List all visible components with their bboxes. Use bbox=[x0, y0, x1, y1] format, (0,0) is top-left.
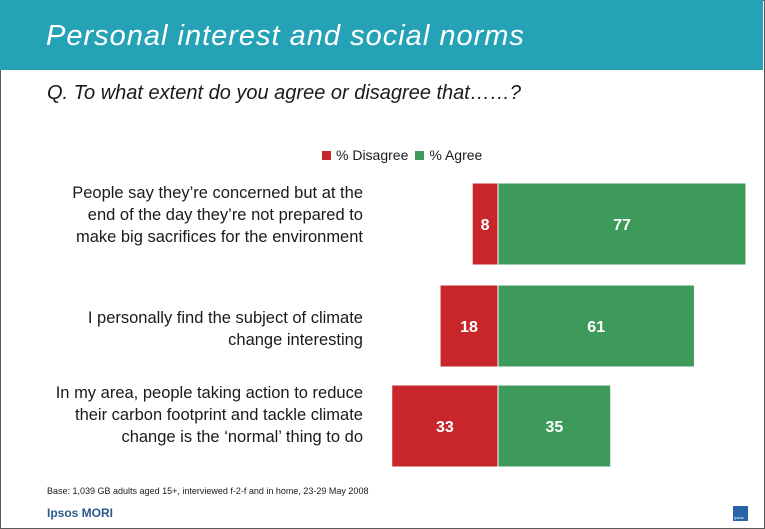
bar-disagree-3 bbox=[391, 384, 499, 468]
legend-label-disagree: % Disagree bbox=[336, 147, 409, 163]
slide-title: Personal interest and social norms bbox=[46, 20, 525, 52]
data-label-agree-2: 61 bbox=[587, 319, 605, 336]
base-footnote: Base: 1,039 GB adults aged 15+, intervie… bbox=[47, 486, 369, 496]
data-label-disagree-1: 8 bbox=[481, 217, 490, 234]
legend-swatch-agree bbox=[415, 150, 425, 160]
legend-label-agree: % Agree bbox=[429, 147, 483, 163]
bar-agree-2 bbox=[497, 284, 695, 368]
data-label-agree-1: 77 bbox=[613, 217, 631, 234]
bar-agree-1 bbox=[497, 182, 747, 266]
chart-legend: % Disagree % Agree bbox=[322, 147, 489, 163]
statement-1: People say they’re concerned but at the … bbox=[72, 184, 363, 246]
legend-item-agree: % Agree bbox=[415, 147, 482, 163]
ipsos-logo-text: Ipsos bbox=[734, 515, 744, 520]
bar-agree-3 bbox=[497, 384, 612, 468]
data-label-disagree-3: 33 bbox=[436, 419, 454, 436]
statement-2: I personally find the subject of climate… bbox=[87, 309, 363, 349]
brand-logo-text: Ipsos MORI bbox=[47, 506, 114, 520]
legend-swatch-disagree bbox=[322, 150, 331, 160]
statement-3: In my area, people taking action to redu… bbox=[55, 384, 363, 446]
legend-item-disagree: % Disagree bbox=[322, 147, 408, 163]
title-bar: Personal interest and social norms bbox=[0, 0, 763, 70]
bar-disagree-1 bbox=[471, 182, 499, 266]
data-label-agree-3: 35 bbox=[545, 419, 563, 436]
data-label-disagree-2: 18 bbox=[460, 319, 478, 336]
bar-disagree-2 bbox=[439, 284, 499, 368]
ipsos-logo: Ipsos bbox=[733, 506, 748, 521]
question-text: Q. To what extent do you agree or disagr… bbox=[47, 82, 521, 104]
